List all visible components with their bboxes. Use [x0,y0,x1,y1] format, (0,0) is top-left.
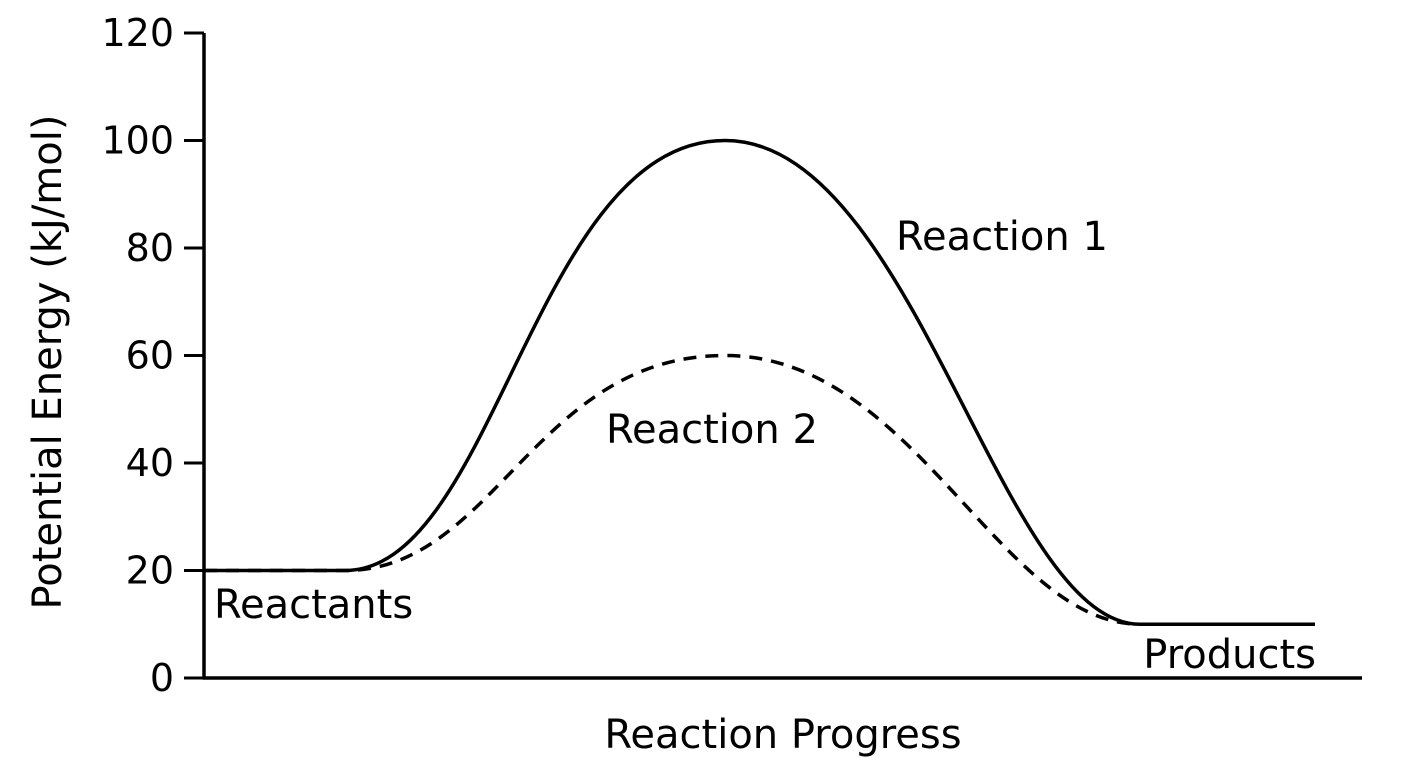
y-tick-label: 120 [101,11,174,55]
series-line-reaction-2 [204,353,1315,626]
reaction-2-label: Reaction 2 [606,407,818,453]
y-tick-label: 80 [126,226,174,270]
y-tick-label: 100 [101,119,174,163]
x-axis-title: Reaction Progress [604,712,961,758]
y-tick-label: 20 [126,549,174,593]
reactants-label: Reactants [214,582,413,628]
series-layer [204,138,1315,626]
y-axis-title: Potential Energy (kJ/mol) [25,115,71,610]
y-tick-label: 40 [126,441,174,485]
reaction-1-label: Reaction 1 [896,214,1108,260]
y-axis-ticks: 0 20 40 60 80 100 120 [101,11,204,700]
products-label: Products [1143,632,1316,678]
y-tick-label: 0 [150,656,174,700]
y-tick-label: 60 [126,334,174,378]
series-line-reaction-1 [204,138,1315,626]
